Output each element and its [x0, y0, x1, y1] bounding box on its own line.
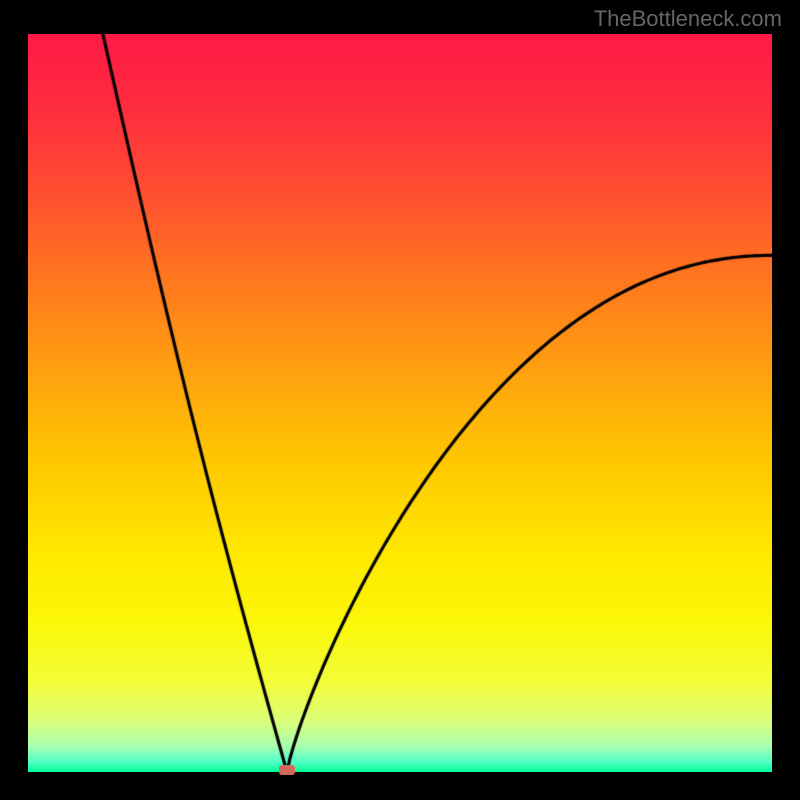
- bottleneck-curve: [28, 34, 772, 772]
- plot-frame: [28, 34, 772, 772]
- source-watermark: TheBottleneck.com: [594, 6, 782, 32]
- optimum-marker: [279, 765, 295, 775]
